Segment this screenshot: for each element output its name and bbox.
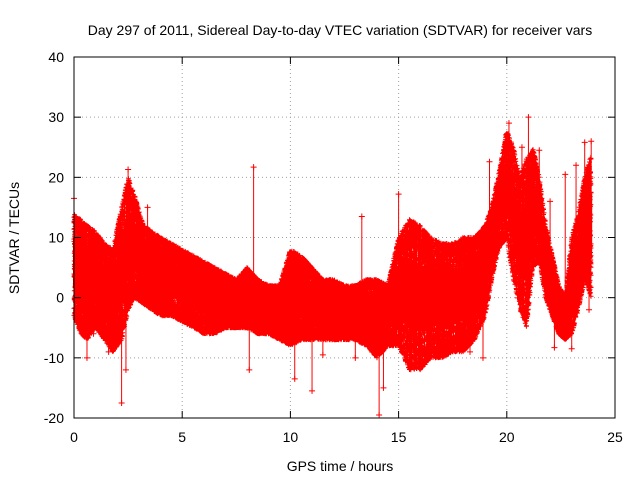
outlier-point <box>395 191 402 198</box>
x-axis-label: GPS time / hours <box>287 458 394 474</box>
outlier-point <box>551 344 558 351</box>
x-tick-label: 10 <box>283 429 299 445</box>
outlier-point <box>536 147 543 154</box>
y-tick-label: -20 <box>44 410 64 426</box>
outlier-point <box>479 354 486 361</box>
outlier-point <box>525 114 532 121</box>
y-tick-label: 20 <box>48 169 64 185</box>
outlier-point <box>562 171 569 178</box>
outlier-point <box>568 345 575 352</box>
y-tick-label: 10 <box>48 230 64 246</box>
outlier-point <box>118 399 125 406</box>
outlier-point <box>358 213 365 220</box>
y-axis-label: SDTVAR / TECUs <box>6 182 22 294</box>
outlier-point <box>90 330 97 337</box>
outlier-point <box>588 138 595 145</box>
outlier-point <box>505 120 512 127</box>
outlier-point <box>83 354 90 361</box>
outlier-point <box>144 204 151 211</box>
x-tick-label: 20 <box>499 429 515 445</box>
outlier-point <box>586 306 593 313</box>
x-tick-label: 25 <box>607 429 623 445</box>
outlier-point <box>518 144 525 151</box>
y-tick-label: -10 <box>44 350 64 366</box>
outlier-point <box>547 198 554 205</box>
outlier-point <box>105 348 112 355</box>
axis-ticks: 0 5 10 15 20 25 -20 -10 0 10 20 30 40 <box>44 49 623 445</box>
outlier-point <box>467 348 474 355</box>
y-tick-label: 30 <box>48 109 64 125</box>
outlier-point <box>486 158 493 165</box>
outlier-point <box>319 351 326 358</box>
outlier-point <box>352 354 359 361</box>
outlier-point <box>573 162 580 169</box>
y-tick-label: 40 <box>48 49 64 65</box>
chart-title: Day 297 of 2011, Sidereal Day-to-day VTE… <box>88 22 592 38</box>
x-tick-label: 5 <box>178 429 186 445</box>
x-tick-label: 0 <box>70 429 78 445</box>
outlier-point <box>122 366 129 373</box>
outlier-point <box>380 384 387 391</box>
outlier-point <box>125 166 132 173</box>
outlier-point <box>250 164 257 171</box>
x-tick-label: 15 <box>391 429 407 445</box>
outlier-point <box>581 139 588 146</box>
y-tick-label: 0 <box>56 290 64 306</box>
outlier-point <box>291 375 298 382</box>
outlier-point <box>246 366 253 373</box>
outlier-point <box>376 411 383 418</box>
data-band-core <box>73 159 593 338</box>
outlier-point <box>309 387 316 394</box>
